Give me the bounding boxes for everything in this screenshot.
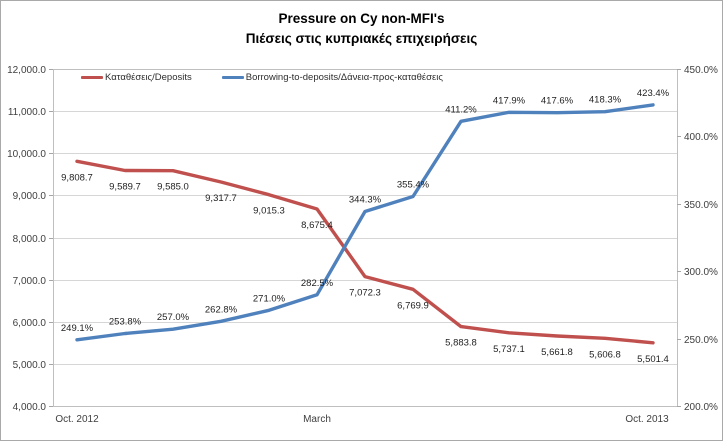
deposits-data-label: 9,808.7	[61, 172, 93, 183]
chart-title-line2: Πιέσεις στις κυπριακές επιχειρήσεις	[245, 31, 478, 46]
left-axis-tick-label: 9,000.0	[13, 191, 47, 202]
chart-title: Pressure on Cy non-MFI's Πιέσεις στις κυ…	[1, 9, 722, 49]
borrowing-data-label: 411.2%	[445, 104, 477, 115]
left-axis-tick-label: 4,000.0	[13, 402, 47, 413]
deposits-data-label: 5,737.1	[493, 344, 525, 355]
right-axis-tick-label: 300.0%	[684, 267, 718, 278]
chart-legend: Καταθέσεις/Deposits Borrowing-to-deposit…	[81, 72, 443, 83]
deposits-data-label: 8,675.4	[301, 220, 333, 231]
deposits-data-label: 9,585.0	[157, 182, 189, 193]
borrowing-data-label: 417.6%	[541, 96, 574, 107]
borrowing-data-label: 418.3%	[589, 95, 622, 106]
right-axis-tick-label: 400.0%	[684, 132, 718, 143]
borrowing-data-label: 249.1%	[61, 323, 94, 334]
deposits-data-label: 5,661.8	[541, 347, 573, 358]
legend-item-deposits: Καταθέσεις/Deposits	[81, 72, 192, 83]
deposits-data-label: 9,015.3	[253, 206, 285, 217]
deposits-data-label: 5,606.8	[589, 349, 621, 360]
right-axis-tick-label: 250.0%	[684, 335, 718, 346]
x-axis-tick-label: Oct. 2012	[55, 414, 99, 425]
left-axis-tick-label: 8,000.0	[13, 234, 47, 245]
legend-label-deposits: Καταθέσεις/Deposits	[105, 72, 192, 83]
borrowing-data-label: 344.3%	[349, 194, 382, 205]
left-axis-tick-label: 10,000.0	[7, 149, 46, 160]
borrowing-data-label: 257.0%	[157, 312, 190, 323]
deposits-data-label: 7,072.3	[349, 288, 381, 299]
deposits-data-label: 5,501.4	[637, 354, 669, 365]
borrowing-data-label: 355.4%	[397, 180, 430, 191]
borrowing-data-label: 253.8%	[109, 316, 142, 327]
borrowing-data-label: 417.9%	[493, 95, 526, 106]
left-axis-tick-label: 5,000.0	[13, 360, 47, 371]
deposits-data-label: 9,317.7	[205, 193, 237, 204]
plot-border	[53, 69, 678, 407]
borrowing-data-label: 271.0%	[253, 293, 286, 304]
legend-swatch-borrowing-line-icon	[221, 76, 244, 79]
right-axis-tick-label: 200.0%	[684, 402, 718, 413]
deposits-data-label: 9,589.7	[109, 182, 141, 193]
right-axis-tick-label: 350.0%	[684, 200, 718, 211]
right-axis-tick-label: 450.0%	[684, 65, 718, 76]
left-axis-tick-label: 7,000.0	[13, 276, 47, 287]
legend-label-borrowing-to-deposits: Borrowing-to-deposits/Δάνεια-προς-καταθέ…	[245, 72, 443, 83]
deposits-data-label: 6,769.9	[397, 300, 429, 311]
borrowing-data-label: 423.4%	[637, 88, 670, 99]
series-line-borrowing-to-deposits	[75, 103, 655, 342]
deposits-data-label: 5,883.8	[445, 338, 477, 349]
borrowing-data-label: 262.8%	[205, 304, 238, 315]
left-axis-tick-label: 6,000.0	[13, 318, 47, 329]
borrowing-data-label: 282.5%	[301, 278, 334, 289]
left-axis-tick-label: 12,000.0	[7, 65, 46, 76]
chart-title-line1: Pressure on Cy non-MFI's	[278, 11, 445, 26]
legend-swatch-deposits-line-icon	[81, 76, 103, 79]
left-axis-tick-label: 11,000.0	[8, 107, 47, 118]
legend-item-borrowing-to-deposits: Borrowing-to-deposits/Δάνεια-προς-καταθέ…	[221, 72, 443, 83]
x-axis-tick-label: March	[303, 414, 331, 425]
x-axis-tick-label: Oct. 2013	[625, 414, 669, 425]
series-line-deposits	[75, 159, 655, 345]
